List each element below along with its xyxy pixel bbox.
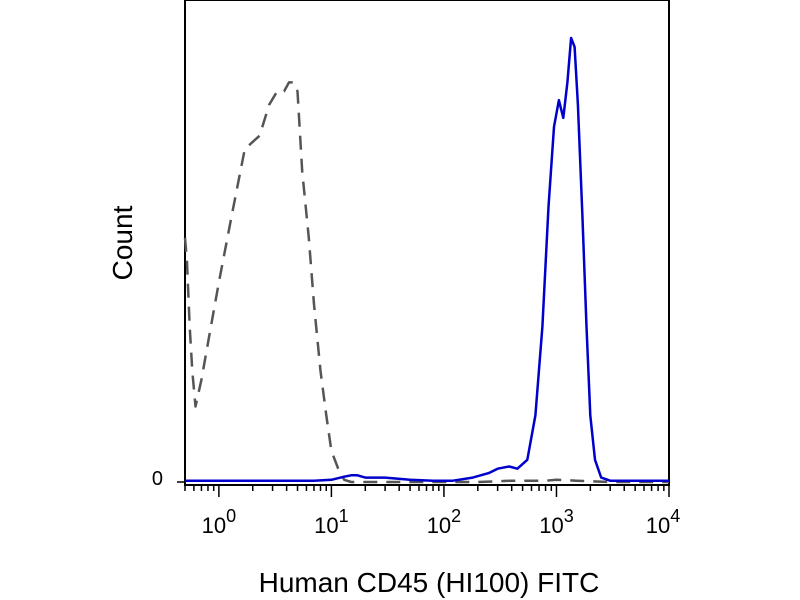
series-line-2 [185, 36, 669, 482]
x-axis-ticks: 100 101 102 103 104 [184, 485, 681, 538]
x-tick-label: 100 [202, 506, 237, 538]
x-tick-label: 101 [314, 506, 349, 538]
y-tick-label: 0 [152, 468, 163, 490]
series-layer [183, 36, 669, 484]
x-axis-label: Human CD45 (HI100) FITC [259, 567, 600, 598]
y-axis-ticks: 0 [152, 468, 185, 490]
x-tick-label: 103 [539, 506, 574, 538]
x-tick-label: 104 [646, 506, 681, 538]
y-axis-label: Count [107, 205, 138, 280]
x-tick-label: 102 [427, 506, 462, 538]
series-line-1 [183, 81, 669, 484]
plot-frame [184, 0, 670, 486]
